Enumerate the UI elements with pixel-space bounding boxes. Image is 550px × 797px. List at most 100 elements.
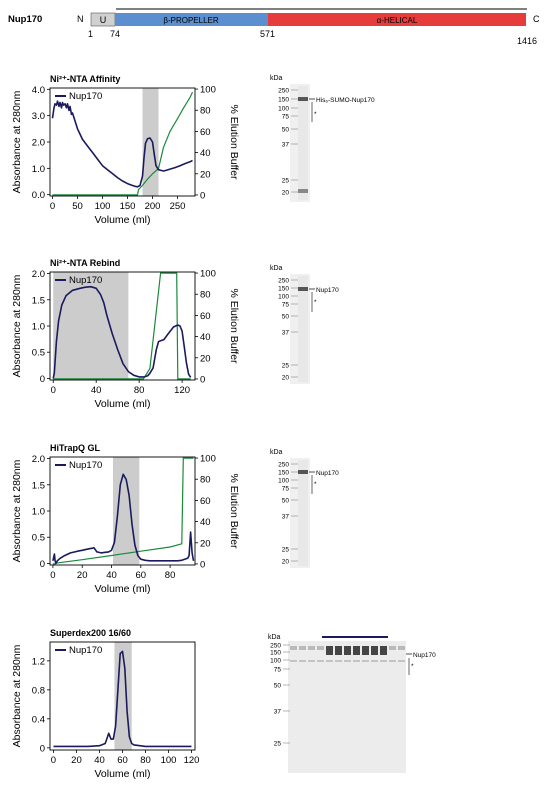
y-axis-label: Absorbance at 280nm <box>11 459 23 562</box>
marker-label: 25 <box>274 741 282 748</box>
protein-band <box>344 646 351 655</box>
x-tick-label: 20 <box>77 570 88 581</box>
marker-label: 150 <box>270 650 281 657</box>
x-tick-label: 80 <box>140 755 151 766</box>
marker-label: 20 <box>282 190 290 197</box>
minor-band <box>317 660 324 662</box>
y2-axis-label: % Elution Buffer <box>228 104 240 180</box>
x-tick-label: 40 <box>94 755 105 766</box>
chart-hitrapq: HiTrapQ GL 0 20 40 60 80 0 0.5 1.0 1.5 2.0 0 20 40 60 8… <box>11 443 240 595</box>
alpha-helical-label: α-HELICAL <box>377 16 418 25</box>
position-1: 1 <box>88 29 93 39</box>
y-tick-label: 0 <box>40 559 45 570</box>
y2-tick-label: 60 <box>200 127 211 138</box>
x-tick-label: 0 <box>50 570 55 581</box>
minor-band <box>290 660 297 662</box>
minor-band <box>371 660 378 662</box>
chart-title: Ni²⁺-NTA Affinity <box>50 74 120 84</box>
protein-band <box>298 470 308 474</box>
x-tick-label: 150 <box>120 201 136 212</box>
y2-tick-label: 40 <box>200 517 211 528</box>
marker-label: 75 <box>282 486 290 493</box>
minor-band <box>398 660 405 662</box>
y-tick-label: 2.0 <box>32 269 45 280</box>
contaminant-star: * <box>411 663 414 670</box>
x-tick-label: 100 <box>95 201 111 212</box>
n-terminus-label: N <box>77 14 84 24</box>
minor-band <box>353 660 360 662</box>
y2-tick-label: 0 <box>200 190 205 201</box>
x-tick-label: 100 <box>161 755 177 766</box>
chart-title: HiTrapQ GL <box>50 443 101 453</box>
protein-band <box>308 646 315 650</box>
chart-title: Superdex200 16/60 <box>50 628 131 638</box>
y-tick-label: 0.8 <box>32 685 45 696</box>
fraction-shade <box>142 88 159 196</box>
marker-label: 250 <box>270 643 281 650</box>
minor-band <box>389 660 396 662</box>
y2-tick-label: 80 <box>200 106 211 117</box>
kda-label: kDa <box>268 634 281 641</box>
contaminant-star: * <box>314 481 317 488</box>
x-axis-label: Volume (ml) <box>94 398 150 410</box>
marker-label: 75 <box>282 302 290 309</box>
protein-band <box>353 646 360 655</box>
protein-band <box>298 287 308 291</box>
absorbance-line <box>52 285 192 379</box>
x-axis-label: Volume (ml) <box>94 214 150 226</box>
contaminant-star: * <box>314 299 317 306</box>
marker-label: 150 <box>278 286 289 293</box>
marker-label: 25 <box>282 547 290 554</box>
y-tick-label: 1.5 <box>32 295 45 306</box>
x-tick-label: 80 <box>165 570 176 581</box>
x-tick-label: 120 <box>174 385 190 396</box>
y2-tick-label: 40 <box>200 332 211 343</box>
y-tick-label: 1.5 <box>32 480 45 491</box>
x-tick-label: 120 <box>184 755 200 766</box>
beta-propeller-label: β-PROPELLER <box>163 16 219 25</box>
protein-band <box>362 646 369 655</box>
marker-label: 75 <box>274 667 282 674</box>
legend-label: Nup170 <box>69 91 102 102</box>
marker-label: 37 <box>282 514 290 521</box>
y-tick-label: 0.4 <box>32 714 45 725</box>
marker-label: 37 <box>282 142 290 149</box>
marker-label: 250 <box>278 278 289 285</box>
protein-band <box>371 646 378 655</box>
protein-name: Nup170 <box>8 14 42 25</box>
y2-tick-label: 20 <box>200 353 211 364</box>
y-tick-label: 0.5 <box>32 348 45 359</box>
protein-band <box>299 646 306 650</box>
minor-band <box>335 660 342 662</box>
marker-label: 250 <box>278 88 289 95</box>
absorbance-line <box>52 473 195 565</box>
x-tick-label: 0 <box>51 385 56 396</box>
y2-tick-label: 20 <box>200 538 211 549</box>
x-tick-label: 0 <box>50 201 55 212</box>
marker-label: 100 <box>278 294 289 301</box>
protein-band <box>380 646 387 655</box>
band-label: Nup170 <box>413 652 436 659</box>
y2-tick-label: 0 <box>200 374 205 385</box>
marker-label: 50 <box>282 127 290 134</box>
elution-buffer-line <box>52 91 194 196</box>
y2-tick-label: 100 <box>200 454 216 465</box>
x-tick-label: 250 <box>170 201 186 212</box>
marker-label: 25 <box>282 178 290 185</box>
marker-label: 25 <box>282 363 290 370</box>
x-axis-label: Volume (ml) <box>94 768 150 780</box>
kda-label: kDa <box>270 75 283 82</box>
x-tick-label: 40 <box>91 385 102 396</box>
absorbance-line <box>51 100 193 188</box>
y2-tick-label: 100 <box>200 85 216 96</box>
position-74: 74 <box>110 29 120 39</box>
plot-frame <box>49 87 196 197</box>
legend-label: Nup170 <box>69 460 102 471</box>
minor-band <box>362 660 369 662</box>
domain-diagram: Nup170 N U β-PROPELLER α-HELICAL C 1 74 … <box>8 8 540 46</box>
y-tick-label: 0 <box>40 743 45 754</box>
marker-label: 37 <box>282 330 290 337</box>
y-axis-label: Absorbance at 280nm <box>11 644 23 747</box>
chart-superdex200: Superdex200 16/60 0 20 40 60 80 100 120 0 0.4 0.8 1… <box>11 628 200 780</box>
